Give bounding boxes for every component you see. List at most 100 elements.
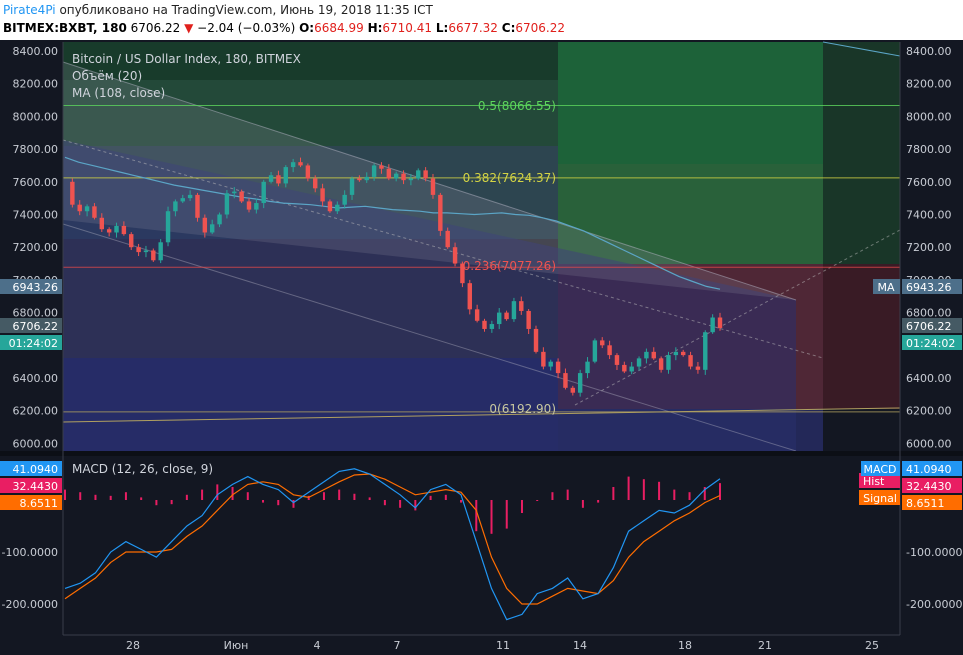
time-tick: 28 <box>126 639 140 652</box>
histogram-bar <box>399 500 402 508</box>
candle-body <box>393 173 399 179</box>
time-axis[interactable]: 28 Июн 4 7 11 14 18 21 25 <box>126 639 879 652</box>
publish-info: опубликовано на TradingView.com, Июнь 19… <box>55 3 433 17</box>
candle-body <box>452 247 458 264</box>
channel-upper-line <box>62 61 797 301</box>
ma-badge-left-text: 6943.26 <box>13 281 59 294</box>
price-badge-right-text: 6706.22 <box>906 320 952 333</box>
candle-body <box>423 170 428 179</box>
legend-title: Bitcoin / US Dollar Index, 180, BITMEX <box>72 52 301 66</box>
symbol-label: BITMEX:BXBT, 180 <box>3 21 127 35</box>
candle-body <box>629 366 634 372</box>
candle-body <box>592 340 598 362</box>
macd-tick-right: -200.0000 <box>906 598 962 611</box>
macd-badge-right <box>902 461 962 476</box>
candle-body <box>106 229 112 233</box>
candle-body <box>577 373 583 393</box>
pane-separator[interactable] <box>0 451 963 456</box>
price-tick-left: 7400.00 <box>13 209 59 222</box>
time-tick: 21 <box>758 639 772 652</box>
histogram-bar <box>231 487 234 500</box>
candle-body <box>357 178 362 181</box>
candle-body <box>695 366 701 370</box>
price-tick-right: 7400.00 <box>906 209 952 222</box>
candle-body <box>673 351 679 356</box>
ma-tag-right <box>873 279 900 294</box>
histogram-bar <box>155 500 158 506</box>
low-value: 6677.32 <box>448 21 498 35</box>
ma-badge-right-text: 6943.26 <box>906 281 952 294</box>
down-arrow-icon: ▼ <box>184 21 194 35</box>
last-price: 6706.22 <box>130 21 181 35</box>
price-tick-left: 8000.00 <box>13 110 59 123</box>
histogram-bar <box>673 489 676 500</box>
candle-body <box>239 191 244 202</box>
author-link[interactable]: Pirate4Pi <box>3 3 56 17</box>
candle-body <box>445 230 450 248</box>
close-label: C: <box>501 21 516 35</box>
price-tick-right: 8400.00 <box>906 45 952 58</box>
zone-382-right <box>558 164 823 264</box>
histogram-bar <box>277 500 280 506</box>
timer-badge-right-text: 01:24:02 <box>906 337 955 350</box>
candle-body <box>614 355 620 365</box>
signal-tag-right <box>859 490 900 505</box>
timer-badge-left <box>0 335 62 350</box>
price-tick-right: 6000.00 <box>906 437 952 450</box>
projection-line <box>574 229 901 406</box>
macd-tick-left: -200.0000 <box>2 598 58 611</box>
chart-canvas[interactable]: 0(6192.90) 0.236(7077.26) 0.382(7624.37)… <box>0 40 963 655</box>
ma-badge-right <box>902 279 962 294</box>
candle-body <box>688 355 693 367</box>
candle-body <box>84 206 90 212</box>
candle-body <box>636 358 642 367</box>
candle-body <box>474 309 480 321</box>
channel-lower-line <box>62 223 797 452</box>
fib-0-label: 0(6192.90) <box>489 402 556 416</box>
candle-body <box>254 203 259 210</box>
time-tick: 4 <box>314 639 321 652</box>
candle-body <box>165 211 171 243</box>
price-change: −2.04 (−0.03%) <box>197 21 296 35</box>
candle-body <box>460 263 465 284</box>
candle-body <box>548 361 553 367</box>
histogram-bar <box>444 494 447 500</box>
candle-body <box>607 345 612 356</box>
histogram-bar <box>460 500 463 503</box>
histogram-bar <box>262 500 265 503</box>
hist-badge-right-text: 32.4430 <box>906 480 952 493</box>
signal-badge-right <box>902 495 962 510</box>
high-value: 6710.41 <box>382 21 433 35</box>
histogram-bar <box>94 494 97 500</box>
candle-body <box>497 312 502 325</box>
chart-header: Pirate4Pi опубликовано на TradingView.co… <box>0 0 963 40</box>
macd-axis[interactable]: -100.0000 -100.0000 -200.0000 -200.0000 <box>2 546 963 611</box>
price-tick-right: 7200.00 <box>906 241 952 254</box>
histogram-bar <box>216 484 219 500</box>
legend-ma: MA (108, close) <box>72 86 165 100</box>
candle-body <box>92 206 97 218</box>
price-badge-left <box>0 318 62 333</box>
histogram-bar <box>322 492 325 500</box>
macd-tick-right: -100.0000 <box>906 546 962 559</box>
moving-average <box>64 156 721 290</box>
hist-badge-right <box>902 478 962 493</box>
histogram-bar <box>475 500 478 532</box>
histogram-bar <box>688 492 691 500</box>
signal-badge-right-text: 8.6511 <box>906 497 945 510</box>
candle-body <box>77 204 82 212</box>
histogram-bar <box>642 479 645 500</box>
histogram-bar <box>581 500 584 508</box>
zone-05-left <box>63 80 558 146</box>
ma-tag-right-text: MA <box>877 281 894 294</box>
candle-body <box>173 201 178 212</box>
candle-body <box>666 355 671 370</box>
candle-body <box>555 361 561 374</box>
candle-body <box>379 165 384 169</box>
histogram-bar <box>353 493 356 500</box>
candle-body <box>313 178 318 189</box>
support-line <box>62 407 901 423</box>
signal-badge-left-text: 8.6511 <box>20 497 59 510</box>
candle-body <box>158 242 163 261</box>
time-tick: Июн <box>224 639 249 652</box>
